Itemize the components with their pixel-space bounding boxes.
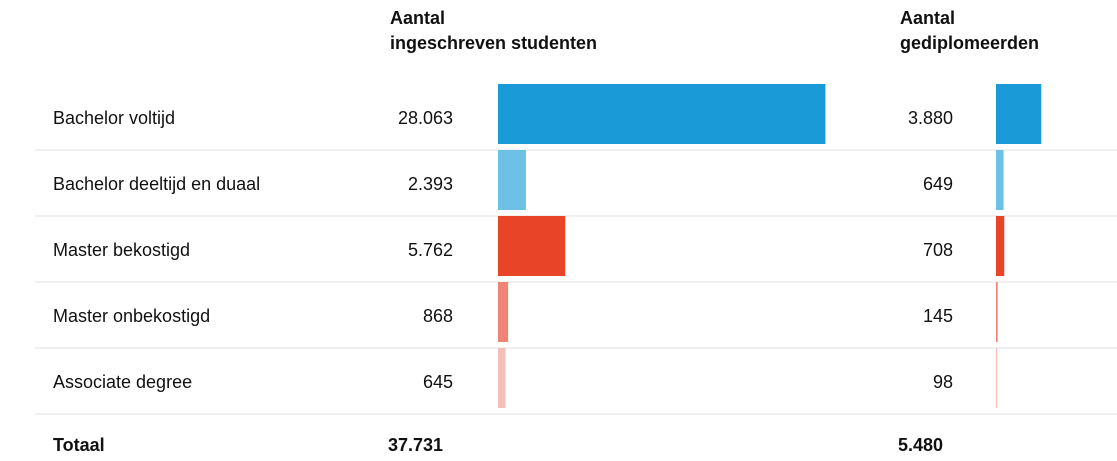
bar — [996, 282, 998, 342]
bar — [996, 84, 1042, 144]
column-header: Aantal gediplomeerden — [900, 8, 1040, 53]
row-label: Bachelor voltijd — [53, 108, 175, 128]
row-label: Associate degree — [53, 372, 192, 392]
column-header: Aantal ingeschreven studenten — [390, 8, 598, 53]
value-label: 868 — [423, 306, 453, 326]
value-label: 3.880 — [908, 108, 953, 128]
bar — [498, 216, 566, 276]
row-label: Master bekostigd — [53, 240, 190, 260]
total-value: 5.480 — [898, 435, 943, 455]
total-label: Totaal — [53, 435, 105, 455]
value-label: 2.393 — [408, 174, 453, 194]
bar — [498, 84, 826, 144]
value-label: 645 — [423, 372, 453, 392]
bar — [498, 282, 509, 342]
bar — [498, 348, 506, 408]
value-label: 5.762 — [408, 240, 453, 260]
bar — [996, 348, 998, 408]
value-label: 145 — [923, 306, 953, 326]
bar — [996, 216, 1005, 276]
row-label: Bachelor deeltijd en duaal — [53, 174, 260, 194]
value-label: 649 — [923, 174, 953, 194]
value-label: 28.063 — [398, 108, 453, 128]
bar — [498, 150, 526, 210]
bar — [996, 150, 1004, 210]
value-label: 98 — [933, 372, 953, 392]
row-label: Master onbekostigd — [53, 306, 210, 326]
total-value: 37.731 — [388, 435, 443, 455]
value-label: 708 — [923, 240, 953, 260]
